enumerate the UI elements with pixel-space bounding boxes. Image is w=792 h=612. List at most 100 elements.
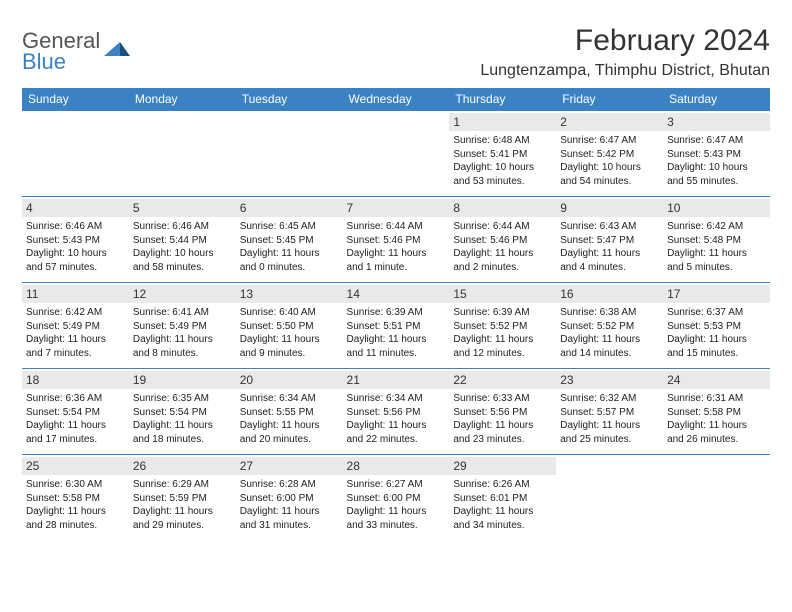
calendar-week-row: 11Sunrise: 6:42 AMSunset: 5:49 PMDayligh… <box>22 283 770 369</box>
day-number: 3 <box>663 113 770 131</box>
dow-wednesday: Wednesday <box>343 88 450 111</box>
day-number <box>129 113 236 131</box>
calendar-cell: 25Sunrise: 6:30 AMSunset: 5:58 PMDayligh… <box>22 455 129 541</box>
daylight-text: Daylight: 10 hours and 55 minutes. <box>667 161 766 188</box>
sunset-text: Sunset: 6:00 PM <box>347 492 446 506</box>
sunset-text: Sunset: 5:49 PM <box>133 320 232 334</box>
day-number: 21 <box>343 371 450 389</box>
sunset-text: Sunset: 5:42 PM <box>560 148 659 162</box>
daylight-text: Daylight: 10 hours and 53 minutes. <box>453 161 552 188</box>
sunset-text: Sunset: 5:45 PM <box>240 234 339 248</box>
calendar-cell <box>556 455 663 541</box>
calendar-header-row: Sunday Monday Tuesday Wednesday Thursday… <box>22 88 770 111</box>
day-number: 15 <box>449 285 556 303</box>
sunset-text: Sunset: 5:51 PM <box>347 320 446 334</box>
calendar-week-row: 4Sunrise: 6:46 AMSunset: 5:43 PMDaylight… <box>22 197 770 283</box>
day-number: 9 <box>556 199 663 217</box>
header: General Blue February 2024 Lungtenzampa,… <box>22 24 770 80</box>
calendar-body: 1Sunrise: 6:48 AMSunset: 5:41 PMDaylight… <box>22 111 770 541</box>
daylight-text: Daylight: 11 hours and 17 minutes. <box>26 419 125 446</box>
calendar-cell: 9Sunrise: 6:43 AMSunset: 5:47 PMDaylight… <box>556 197 663 283</box>
sunset-text: Sunset: 5:44 PM <box>133 234 232 248</box>
calendar-cell: 20Sunrise: 6:34 AMSunset: 5:55 PMDayligh… <box>236 369 343 455</box>
sunrise-text: Sunrise: 6:35 AM <box>133 392 232 406</box>
sunset-text: Sunset: 5:52 PM <box>453 320 552 334</box>
sunset-text: Sunset: 5:46 PM <box>347 234 446 248</box>
sunset-text: Sunset: 5:54 PM <box>133 406 232 420</box>
daylight-text: Daylight: 11 hours and 22 minutes. <box>347 419 446 446</box>
daylight-text: Daylight: 11 hours and 11 minutes. <box>347 333 446 360</box>
sunrise-text: Sunrise: 6:43 AM <box>560 220 659 234</box>
dow-friday: Friday <box>556 88 663 111</box>
sunrise-text: Sunrise: 6:44 AM <box>347 220 446 234</box>
daylight-text: Daylight: 11 hours and 15 minutes. <box>667 333 766 360</box>
day-number: 11 <box>22 285 129 303</box>
calendar-cell: 4Sunrise: 6:46 AMSunset: 5:43 PMDaylight… <box>22 197 129 283</box>
calendar-cell: 27Sunrise: 6:28 AMSunset: 6:00 PMDayligh… <box>236 455 343 541</box>
daylight-text: Daylight: 10 hours and 58 minutes. <box>133 247 232 274</box>
sunset-text: Sunset: 5:43 PM <box>667 148 766 162</box>
sunrise-text: Sunrise: 6:34 AM <box>240 392 339 406</box>
month-title: February 2024 <box>480 24 770 58</box>
day-number: 14 <box>343 285 450 303</box>
calendar-cell: 28Sunrise: 6:27 AMSunset: 6:00 PMDayligh… <box>343 455 450 541</box>
sunset-text: Sunset: 5:58 PM <box>26 492 125 506</box>
sunset-text: Sunset: 5:57 PM <box>560 406 659 420</box>
day-number: 23 <box>556 371 663 389</box>
day-number: 1 <box>449 113 556 131</box>
calendar-cell: 5Sunrise: 6:46 AMSunset: 5:44 PMDaylight… <box>129 197 236 283</box>
daylight-text: Daylight: 11 hours and 2 minutes. <box>453 247 552 274</box>
daylight-text: Daylight: 11 hours and 33 minutes. <box>347 505 446 532</box>
day-number <box>22 113 129 131</box>
calendar-cell: 19Sunrise: 6:35 AMSunset: 5:54 PMDayligh… <box>129 369 236 455</box>
day-number: 5 <box>129 199 236 217</box>
day-number: 12 <box>129 285 236 303</box>
calendar-cell: 17Sunrise: 6:37 AMSunset: 5:53 PMDayligh… <box>663 283 770 369</box>
day-number: 17 <box>663 285 770 303</box>
daylight-text: Daylight: 11 hours and 1 minute. <box>347 247 446 274</box>
day-number <box>556 457 663 475</box>
sunset-text: Sunset: 5:54 PM <box>26 406 125 420</box>
sunset-text: Sunset: 5:41 PM <box>453 148 552 162</box>
day-number: 13 <box>236 285 343 303</box>
calendar-page: General Blue February 2024 Lungtenzampa,… <box>0 0 792 612</box>
logo: General Blue <box>22 30 130 73</box>
calendar-table: Sunday Monday Tuesday Wednesday Thursday… <box>22 88 770 541</box>
calendar-cell: 18Sunrise: 6:36 AMSunset: 5:54 PMDayligh… <box>22 369 129 455</box>
calendar-cell: 24Sunrise: 6:31 AMSunset: 5:58 PMDayligh… <box>663 369 770 455</box>
daylight-text: Daylight: 11 hours and 18 minutes. <box>133 419 232 446</box>
calendar-cell <box>343 111 450 197</box>
day-number: 6 <box>236 199 343 217</box>
daylight-text: Daylight: 11 hours and 26 minutes. <box>667 419 766 446</box>
day-number <box>663 457 770 475</box>
daylight-text: Daylight: 11 hours and 25 minutes. <box>560 419 659 446</box>
sunrise-text: Sunrise: 6:46 AM <box>26 220 125 234</box>
sunrise-text: Sunrise: 6:47 AM <box>560 134 659 148</box>
title-block: February 2024 Lungtenzampa, Thimphu Dist… <box>480 24 770 80</box>
sunset-text: Sunset: 5:56 PM <box>453 406 552 420</box>
daylight-text: Daylight: 10 hours and 54 minutes. <box>560 161 659 188</box>
sunrise-text: Sunrise: 6:28 AM <box>240 478 339 492</box>
sunset-text: Sunset: 5:47 PM <box>560 234 659 248</box>
calendar-cell: 16Sunrise: 6:38 AMSunset: 5:52 PMDayligh… <box>556 283 663 369</box>
daylight-text: Daylight: 11 hours and 34 minutes. <box>453 505 552 532</box>
daylight-text: Daylight: 11 hours and 5 minutes. <box>667 247 766 274</box>
logo-text-bottom: Blue <box>22 51 100 73</box>
calendar-cell: 14Sunrise: 6:39 AMSunset: 5:51 PMDayligh… <box>343 283 450 369</box>
sunrise-text: Sunrise: 6:40 AM <box>240 306 339 320</box>
calendar-week-row: 25Sunrise: 6:30 AMSunset: 5:58 PMDayligh… <box>22 455 770 541</box>
day-number: 10 <box>663 199 770 217</box>
sunrise-text: Sunrise: 6:47 AM <box>667 134 766 148</box>
day-number: 20 <box>236 371 343 389</box>
day-number: 28 <box>343 457 450 475</box>
sunrise-text: Sunrise: 6:34 AM <box>347 392 446 406</box>
day-number: 26 <box>129 457 236 475</box>
sunset-text: Sunset: 6:00 PM <box>240 492 339 506</box>
sunrise-text: Sunrise: 6:31 AM <box>667 392 766 406</box>
daylight-text: Daylight: 11 hours and 9 minutes. <box>240 333 339 360</box>
sunset-text: Sunset: 5:53 PM <box>667 320 766 334</box>
calendar-week-row: 1Sunrise: 6:48 AMSunset: 5:41 PMDaylight… <box>22 111 770 197</box>
calendar-cell: 1Sunrise: 6:48 AMSunset: 5:41 PMDaylight… <box>449 111 556 197</box>
sunrise-text: Sunrise: 6:29 AM <box>133 478 232 492</box>
daylight-text: Daylight: 11 hours and 14 minutes. <box>560 333 659 360</box>
